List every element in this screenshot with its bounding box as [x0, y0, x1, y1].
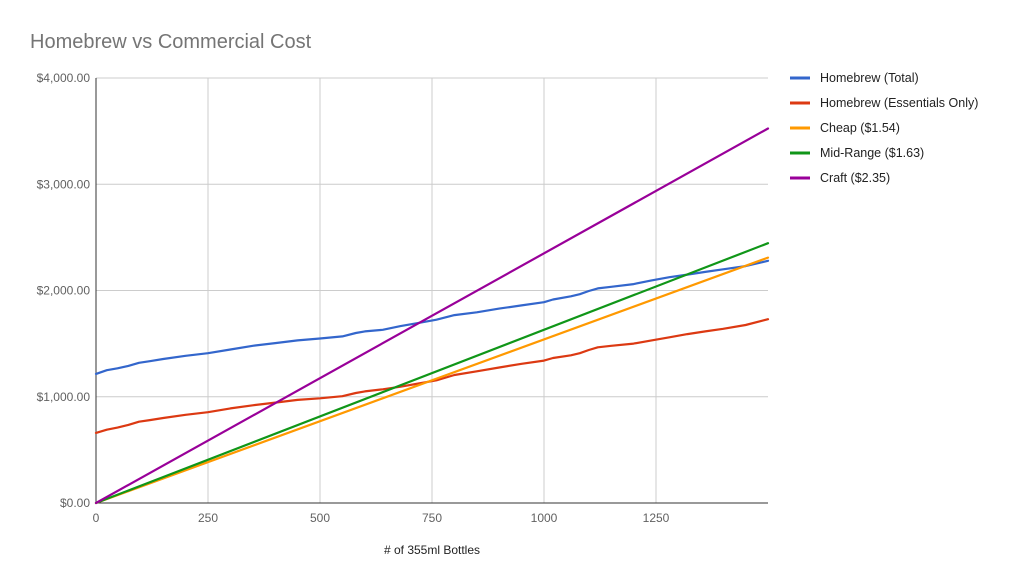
legend: Homebrew (Total) Homebrew (Essentials Onl…: [790, 71, 978, 185]
x-tick-label: 750: [422, 511, 442, 525]
series-line-5: [94, 127, 770, 505]
legend-label: Cheap ($1.54): [820, 121, 900, 135]
y-tick-label: $2,000.00: [37, 284, 91, 298]
series-lines: [94, 127, 770, 505]
x-tick-label: 1250: [643, 511, 670, 525]
x-tick-label: 500: [310, 511, 330, 525]
legend-label: Homebrew (Essentials Only): [820, 96, 978, 110]
x-tick-label: 250: [198, 511, 218, 525]
series-line-3: [94, 256, 770, 505]
legend-label: Craft ($2.35): [820, 171, 890, 185]
series-line-4: [94, 242, 770, 505]
gridlines: [96, 77, 768, 503]
y-tick-label: $4,000.00: [37, 71, 91, 85]
tick-labels: $0.00 $1,000.00 $2,000.00 $3,000.00 $4,000.0…: [37, 71, 670, 525]
y-tick-label: $0.00: [60, 496, 90, 510]
legend-label: Mid-Range ($1.63): [820, 146, 924, 160]
series-line-1: [94, 259, 770, 375]
y-tick-label: $3,000.00: [37, 177, 91, 191]
x-axis-title: # of 355ml Bottles: [384, 543, 480, 557]
x-tick-label: 0: [93, 511, 100, 525]
chart-title: Homebrew vs Commercial Cost: [30, 31, 312, 53]
x-tick-label: 1000: [531, 511, 558, 525]
legend-label: Homebrew (Total): [820, 71, 919, 85]
y-tick-label: $1,000.00: [37, 390, 91, 404]
